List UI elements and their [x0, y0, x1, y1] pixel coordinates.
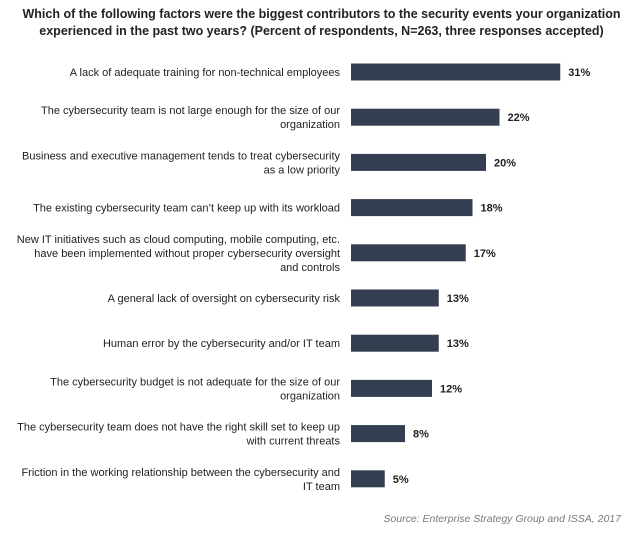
category-label: The existing cybersecurity team can’t ke… [33, 203, 340, 215]
bar [351, 244, 466, 262]
bar [351, 425, 405, 443]
category-label: Human error by the cybersecurity and/or … [103, 338, 340, 350]
bar [351, 334, 439, 352]
bar [351, 108, 500, 126]
bar [351, 153, 486, 171]
chart-title: Which of the following factors were the … [8, 6, 635, 40]
category-label: The cybersecurity team is not large enou… [41, 105, 340, 131]
value-label: 5% [393, 474, 409, 486]
category-label: The cybersecurity team does not have the… [17, 422, 340, 448]
value-label: 17% [474, 248, 496, 260]
category-label: A lack of adequate training for non-tech… [70, 67, 341, 79]
category-label: New IT initiatives such as cloud computi… [17, 234, 341, 274]
bar [351, 470, 385, 488]
value-label: 12% [440, 383, 462, 395]
value-label: 20% [494, 157, 516, 169]
value-label: 18% [481, 203, 503, 215]
chart-title-line-2: experienced in the past two years? (Perc… [39, 24, 604, 38]
category-label: The cybersecurity budget is not adequate… [50, 376, 340, 402]
category-label: Business and executive management tends … [22, 150, 340, 176]
chart-title-line-1: Which of the following factors were the … [22, 7, 621, 21]
category-label: A general lack of oversight on cybersecu… [108, 293, 341, 305]
bar [351, 199, 473, 217]
value-label: 31% [568, 67, 590, 79]
bar [351, 379, 432, 397]
value-label: 13% [447, 338, 469, 350]
bar [351, 289, 439, 307]
value-label: 8% [413, 429, 429, 441]
value-label: 13% [447, 293, 469, 305]
bar [351, 63, 561, 81]
category-label: Friction in the working relationship bet… [21, 467, 340, 493]
source-note: Source: Enterprise Strategy Group and IS… [383, 513, 621, 525]
value-label: 22% [508, 112, 530, 124]
